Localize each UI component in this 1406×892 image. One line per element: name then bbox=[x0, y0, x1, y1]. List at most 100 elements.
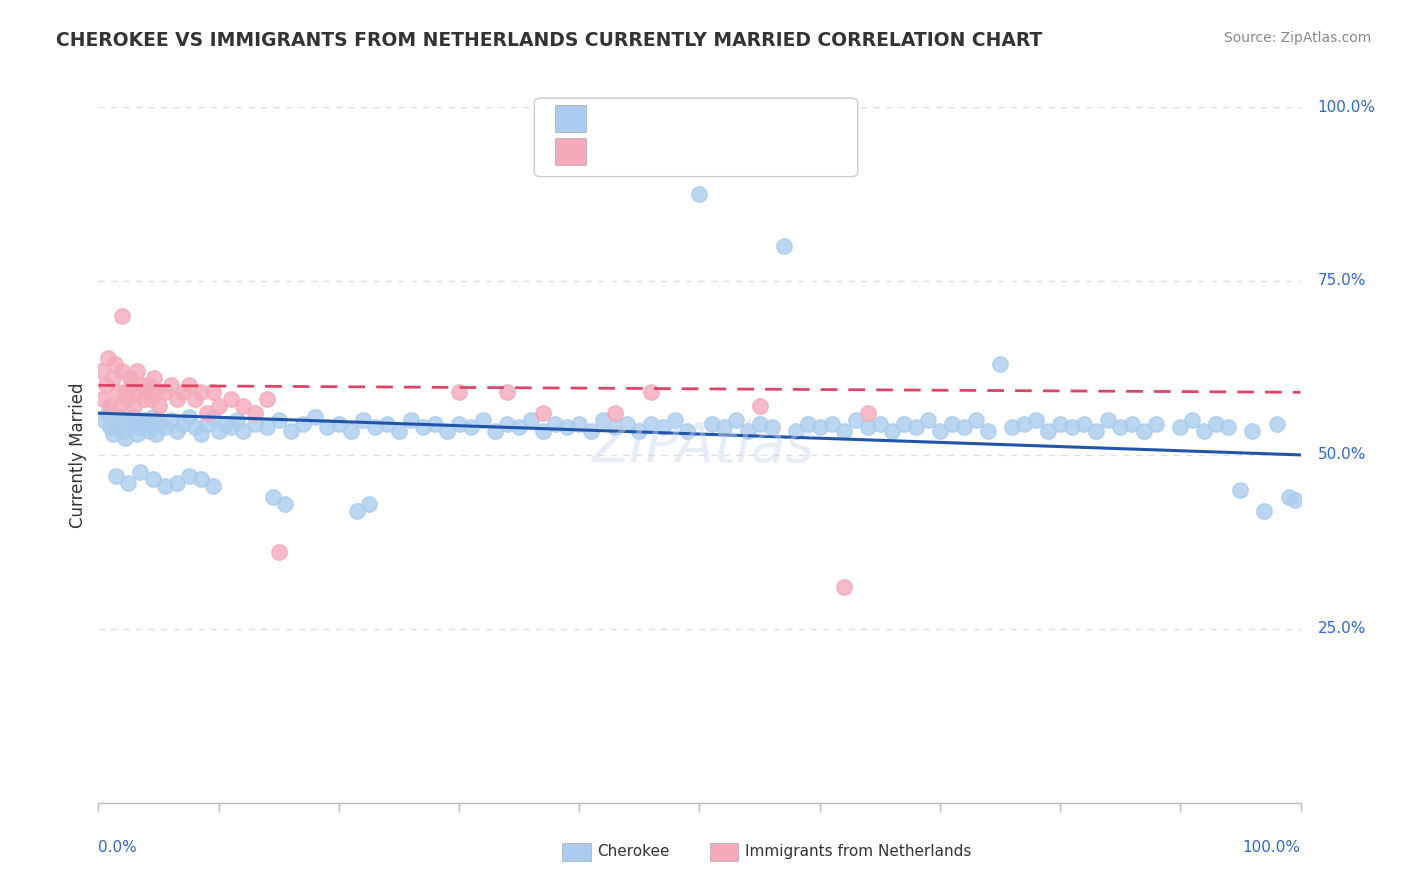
Point bbox=[472, 413, 495, 427]
Point bbox=[676, 424, 699, 438]
Point bbox=[159, 378, 181, 392]
Point bbox=[97, 406, 120, 420]
Point bbox=[315, 420, 337, 434]
Point bbox=[412, 420, 434, 434]
Point bbox=[605, 406, 627, 420]
Point bbox=[1109, 420, 1132, 434]
Point bbox=[1265, 417, 1288, 431]
Point bbox=[131, 378, 153, 392]
Point bbox=[125, 427, 148, 442]
Text: CHEROKEE VS IMMIGRANTS FROM NETHERLANDS CURRENTLY MARRIED CORRELATION CHART: CHEROKEE VS IMMIGRANTS FROM NETHERLANDS … bbox=[56, 31, 1043, 50]
Point bbox=[977, 424, 1000, 438]
Point bbox=[953, 420, 976, 434]
Point bbox=[893, 417, 915, 431]
Y-axis label: Currently Married: Currently Married bbox=[69, 382, 87, 528]
Point bbox=[917, 413, 939, 427]
Point bbox=[125, 364, 148, 378]
Point bbox=[1073, 417, 1095, 431]
Point bbox=[172, 385, 194, 400]
Point bbox=[114, 431, 136, 445]
Point bbox=[581, 424, 603, 438]
Point bbox=[177, 468, 200, 483]
Text: -0.016: -0.016 bbox=[628, 143, 688, 161]
Point bbox=[195, 417, 218, 431]
Point bbox=[135, 385, 157, 400]
Point bbox=[132, 392, 155, 407]
Point bbox=[605, 420, 627, 434]
Point bbox=[628, 424, 651, 438]
Point bbox=[190, 472, 212, 486]
Point bbox=[713, 420, 735, 434]
Point bbox=[808, 420, 831, 434]
Text: 50.0%: 50.0% bbox=[1317, 448, 1365, 462]
Point bbox=[124, 399, 146, 413]
Point bbox=[592, 413, 614, 427]
Point bbox=[172, 417, 194, 431]
Point bbox=[101, 427, 124, 442]
Text: R =: R = bbox=[595, 143, 631, 161]
Point bbox=[555, 420, 578, 434]
Point bbox=[832, 424, 855, 438]
Point bbox=[1194, 424, 1216, 438]
Text: 132: 132 bbox=[734, 110, 769, 128]
Point bbox=[94, 378, 117, 392]
Point bbox=[129, 420, 152, 434]
Point bbox=[118, 371, 141, 385]
Point bbox=[484, 424, 506, 438]
Point bbox=[496, 385, 519, 400]
Point bbox=[328, 417, 350, 431]
Point bbox=[128, 385, 150, 400]
Point bbox=[346, 503, 368, 517]
Point bbox=[114, 385, 136, 400]
Point bbox=[132, 413, 155, 427]
Point bbox=[111, 364, 134, 378]
Point bbox=[91, 392, 114, 407]
Text: 100.0%: 100.0% bbox=[1317, 100, 1375, 114]
Point bbox=[544, 417, 567, 431]
Point bbox=[208, 424, 231, 438]
Point bbox=[141, 409, 163, 424]
Point bbox=[988, 358, 1011, 372]
Point bbox=[93, 413, 115, 427]
Point bbox=[138, 378, 160, 392]
Point bbox=[145, 385, 167, 400]
Point bbox=[108, 409, 131, 424]
Point bbox=[508, 420, 530, 434]
Point bbox=[201, 385, 224, 400]
Point bbox=[928, 424, 950, 438]
Point bbox=[856, 406, 879, 420]
Point bbox=[460, 420, 482, 434]
Point bbox=[1181, 413, 1204, 427]
Point bbox=[107, 385, 129, 400]
Text: -0.057: -0.057 bbox=[628, 110, 688, 128]
Point bbox=[148, 399, 170, 413]
Point bbox=[274, 497, 297, 511]
Point bbox=[208, 399, 231, 413]
Point bbox=[183, 420, 205, 434]
Point bbox=[1121, 417, 1143, 431]
Point bbox=[108, 399, 131, 413]
Point bbox=[664, 413, 686, 427]
Point bbox=[1012, 417, 1035, 431]
Point bbox=[201, 479, 224, 493]
Point bbox=[352, 413, 374, 427]
Text: Cherokee: Cherokee bbox=[598, 845, 671, 859]
Point bbox=[568, 417, 591, 431]
Point bbox=[832, 580, 855, 594]
Point bbox=[1062, 420, 1084, 434]
Point bbox=[941, 417, 963, 431]
Point bbox=[111, 309, 134, 323]
Point bbox=[153, 420, 176, 434]
Point bbox=[104, 358, 127, 372]
Point bbox=[225, 413, 247, 427]
Point bbox=[1001, 420, 1024, 434]
Point bbox=[748, 417, 770, 431]
Point bbox=[640, 385, 662, 400]
Point bbox=[447, 417, 470, 431]
Point bbox=[1133, 424, 1156, 438]
Point bbox=[652, 420, 675, 434]
Text: 49: 49 bbox=[734, 143, 763, 161]
Point bbox=[856, 420, 879, 434]
Point bbox=[267, 413, 290, 427]
Point bbox=[375, 417, 398, 431]
